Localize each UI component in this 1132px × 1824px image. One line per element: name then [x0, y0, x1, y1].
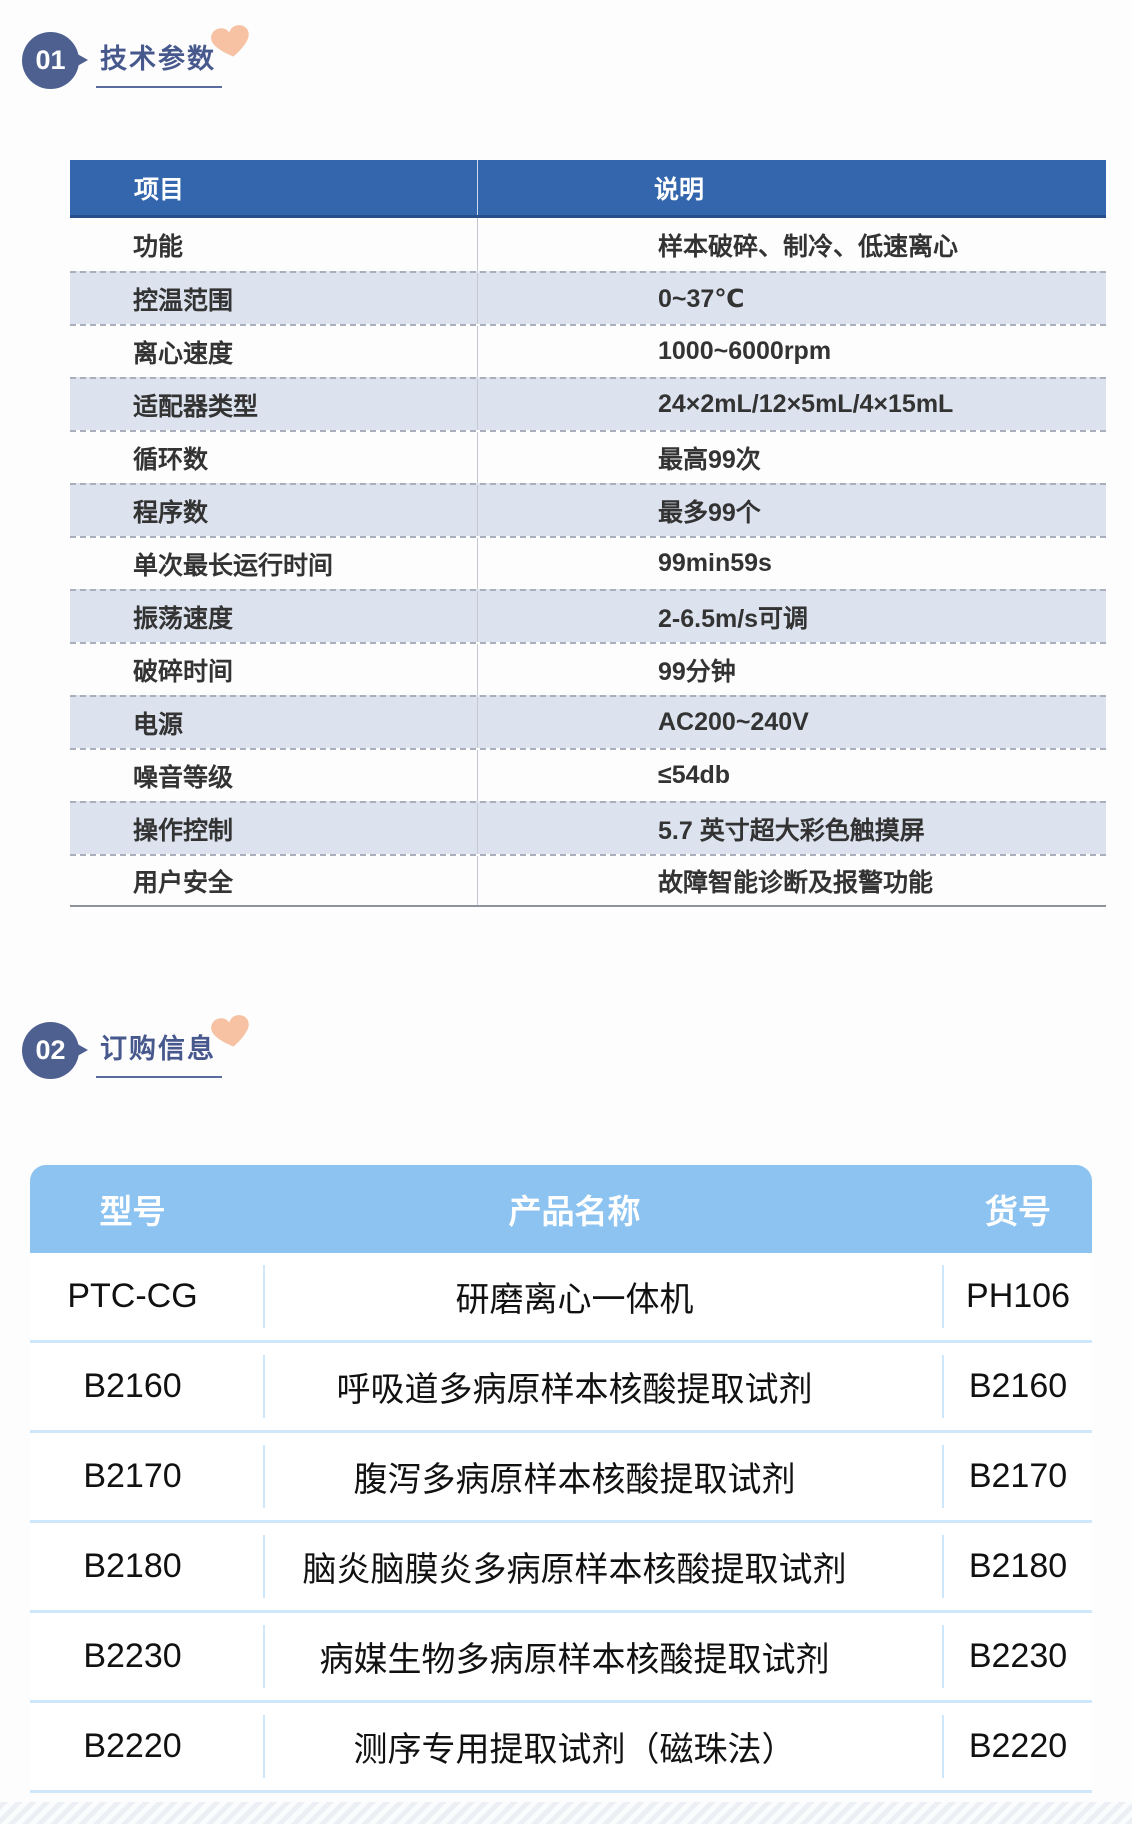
section-title: 技术参数	[96, 44, 222, 88]
spec-item-label: 功能	[70, 218, 478, 271]
order-catalog-number-cell: B2230	[968, 1637, 1068, 1675]
spec-table-row: 程序数 最多99个	[70, 483, 1106, 536]
order-model-cell: B2160	[30, 1343, 265, 1430]
spec-item-label: 适配器类型	[70, 379, 478, 430]
section-1-header: 01 技术参数	[22, 25, 422, 132]
spec-item-value: 最高99次	[658, 445, 761, 474]
spec-table-row: 操作控制 5.7 英寸超大彩色触摸屏	[70, 801, 1106, 854]
order-product-name-cell: 病媒生物多病原样本核酸提取试剂	[265, 1613, 944, 1700]
order-table-body: PTC-CG 研磨离心一体机 PH106 B2160 呼吸道多病原样本核酸提取试…	[30, 1253, 1092, 1793]
spec-item-label: 单次最长运行时间	[70, 538, 478, 589]
order-table-row: B2180 脑炎脑膜炎多病原样本核酸提取试剂 B2180	[30, 1523, 1092, 1613]
spec-item-value: 24×2mL/12×5mL/4×15mL	[658, 390, 954, 418]
heart-icon	[211, 25, 249, 57]
spec-item-value: 1000~6000rpm	[658, 337, 832, 365]
badge-tail-shape	[72, 1041, 88, 1059]
spec-item-label: 破碎时间	[70, 644, 478, 695]
spec-item-value: AC200~240V	[658, 708, 809, 736]
spec-table: 项目 说明 功能 样本破碎、制冷、低速离心 控温范围 0~37℃ 离心速度 10…	[70, 160, 1106, 907]
spec-item-label: 离心速度	[70, 326, 478, 377]
heart-icon	[211, 1015, 249, 1047]
order-catalog-number-cell: B2170	[968, 1457, 1068, 1495]
order-product-name-cell: 脑炎脑膜炎多病原样本核酸提取试剂	[265, 1523, 944, 1610]
order-model-cell: PTC-CG	[30, 1253, 265, 1340]
order-product-name-cell: 研磨离心一体机	[265, 1253, 944, 1340]
section-2-header: 02 订购信息	[22, 1015, 422, 1122]
spec-table-row: 离心速度 1000~6000rpm	[70, 324, 1106, 377]
spec-table-row: 功能 样本破碎、制冷、低速离心	[70, 218, 1106, 271]
order-table-row: B2220 测序专用提取试剂（磁珠法） B2220	[30, 1703, 1092, 1793]
bottom-decorative-strip	[0, 1802, 1132, 1824]
order-catalog-number-cell: PH106	[966, 1277, 1070, 1315]
section-title: 订购信息	[96, 1034, 222, 1078]
spec-table-body: 功能 样本破碎、制冷、低速离心 控温范围 0~37℃ 离心速度 1000~600…	[70, 218, 1106, 907]
spec-item-label: 操作控制	[70, 803, 478, 854]
spec-item-value: 0~37℃	[658, 284, 745, 313]
order-table-row: PTC-CG 研磨离心一体机 PH106	[30, 1253, 1092, 1343]
spec-item-label: 程序数	[70, 485, 478, 536]
spec-table-row: 适配器类型 24×2mL/12×5mL/4×15mL	[70, 377, 1106, 430]
spec-table-row: 振荡速度 2-6.5m/s可调	[70, 589, 1106, 642]
spec-table-row: 电源 AC200~240V	[70, 695, 1106, 748]
order-model-cell: B2230	[30, 1613, 265, 1700]
spec-item-label: 循环数	[70, 432, 478, 483]
order-header-product-name: 产品名称	[508, 1193, 641, 1230]
order-table-row: B2170 腹泻多病原样本核酸提取试剂 B2170	[30, 1433, 1092, 1523]
order-table-header: 型号 产品名称 货号	[30, 1165, 1092, 1253]
spec-table-row: 循环数 最高99次	[70, 430, 1106, 483]
spec-item-value: 最多99个	[658, 498, 761, 527]
spec-item-value: 故障智能诊断及报警功能	[658, 868, 934, 897]
order-table-row: B2230 病媒生物多病原样本核酸提取试剂 B2230	[30, 1613, 1092, 1703]
spec-header-item: 项目	[70, 160, 478, 215]
order-table: 型号 产品名称 货号 PTC-CG 研磨离心一体机 PH106 B2160 呼吸…	[30, 1165, 1092, 1793]
spec-table-row: 破碎时间 99分钟	[70, 642, 1106, 695]
spec-item-label: 振荡速度	[70, 591, 478, 642]
order-header-catalog-number: 货号	[985, 1193, 1051, 1230]
spec-table-row: 用户安全 故障智能诊断及报警功能	[70, 854, 1106, 907]
section-number-badge: 02	[22, 1022, 88, 1079]
order-catalog-number-cell: B2220	[968, 1727, 1068, 1765]
spec-item-label: 控温范围	[70, 273, 478, 324]
order-model-cell: B2180	[30, 1523, 265, 1610]
spec-item-value: 99分钟	[658, 657, 736, 686]
spec-item-value: 99min59s	[658, 549, 772, 577]
spec-item-label: 用户安全	[70, 856, 478, 905]
spec-table-row: 噪音等级 ≤54db	[70, 748, 1106, 801]
order-header-model: 型号	[99, 1193, 166, 1230]
spec-item-value: 2-6.5m/s可调	[658, 604, 809, 633]
spec-item-value: ≤54db	[658, 761, 731, 789]
order-model-cell: B2220	[30, 1703, 265, 1790]
order-product-name-cell: 腹泻多病原样本核酸提取试剂	[265, 1433, 944, 1520]
order-product-name-cell: 测序专用提取试剂（磁珠法）	[265, 1703, 944, 1790]
order-catalog-number-cell: B2180	[968, 1547, 1068, 1585]
spec-table-header: 项目 说明	[70, 160, 1106, 218]
section-number: 02	[35, 1035, 66, 1065]
spec-item-value: 样本破碎、制冷、低速离心	[658, 232, 959, 261]
spec-item-label: 噪音等级	[70, 750, 478, 801]
spec-item-value: 5.7 英寸超大彩色触摸屏	[658, 816, 925, 845]
order-product-name-cell: 呼吸道多病原样本核酸提取试剂	[265, 1343, 944, 1430]
spec-item-label: 电源	[70, 697, 478, 748]
order-catalog-number-cell: B2160	[968, 1367, 1068, 1405]
badge-tail-shape	[72, 51, 88, 69]
spec-table-row: 单次最长运行时间 99min59s	[70, 536, 1106, 589]
order-table-row: B2160 呼吸道多病原样本核酸提取试剂 B2160	[30, 1343, 1092, 1433]
section-number-badge: 01	[22, 32, 88, 89]
order-model-cell: B2170	[30, 1433, 265, 1520]
section-number: 01	[35, 45, 66, 75]
spec-header-description: 说明	[654, 175, 705, 204]
spec-table-row: 控温范围 0~37℃	[70, 271, 1106, 324]
